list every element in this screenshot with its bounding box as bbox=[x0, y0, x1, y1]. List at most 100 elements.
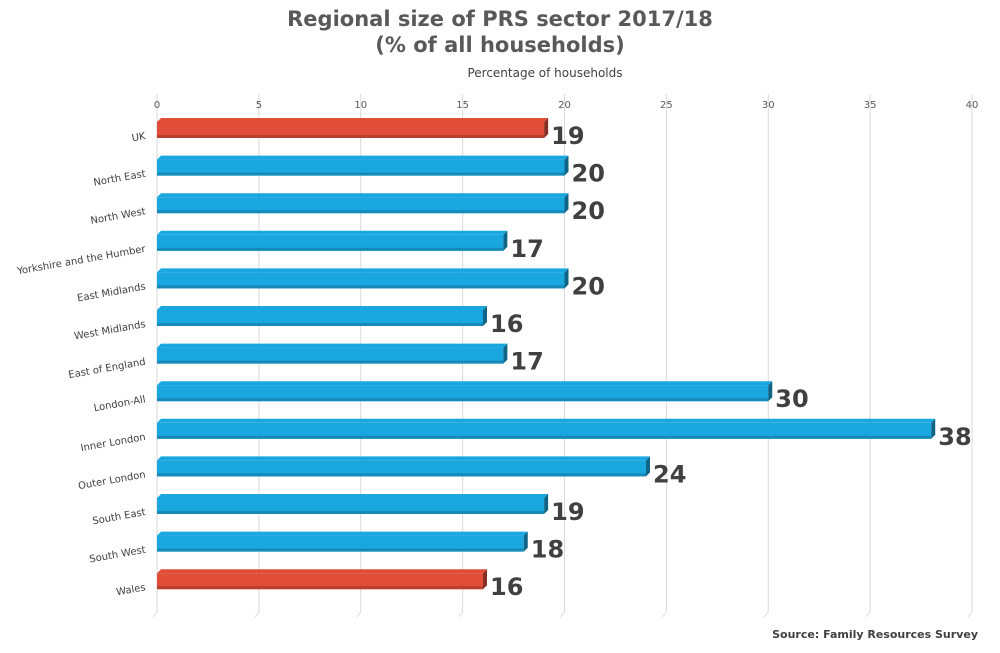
category-label: Outer London bbox=[77, 470, 146, 493]
bar-side bbox=[523, 531, 528, 552]
bar-top bbox=[157, 268, 569, 273]
bar-side bbox=[931, 418, 936, 439]
data-label: 30 bbox=[775, 385, 808, 413]
category-label: North East bbox=[93, 169, 147, 189]
category-label: Wales bbox=[116, 582, 147, 598]
bar bbox=[157, 347, 504, 364]
tick-label: 25 bbox=[660, 100, 673, 111]
chart-title-line2: (% of all households) bbox=[375, 33, 625, 57]
bar-top bbox=[157, 494, 549, 498]
bar-shadow bbox=[157, 586, 483, 590]
chart-title: Regional size of PRS sector 2017/18 (% o… bbox=[0, 6, 1000, 58]
tick-label: 30 bbox=[762, 100, 775, 111]
gridline-foot bbox=[661, 611, 667, 618]
category-label: West Midlands bbox=[73, 319, 146, 342]
category-label: South West bbox=[89, 545, 147, 566]
tick-label: 15 bbox=[456, 100, 469, 111]
data-label: 20 bbox=[572, 160, 605, 188]
bar-shadow bbox=[157, 360, 504, 364]
bar-shadow bbox=[157, 172, 565, 176]
bar-side bbox=[646, 456, 650, 477]
gridline-foot bbox=[458, 611, 464, 618]
bar-shadow bbox=[157, 135, 545, 138]
tick-label: 20 bbox=[558, 100, 571, 111]
bar bbox=[157, 234, 504, 251]
bar-side bbox=[564, 155, 569, 176]
bar-top bbox=[157, 456, 650, 461]
bar-shadow bbox=[157, 435, 932, 439]
gridline-foot bbox=[152, 611, 158, 618]
gridline-foot bbox=[763, 611, 769, 618]
tick-label: 10 bbox=[354, 100, 367, 111]
bar-side bbox=[544, 494, 549, 514]
bar-side bbox=[503, 343, 508, 364]
gridline-foot bbox=[560, 611, 565, 618]
source-note: Source: Family Resources Survey bbox=[772, 628, 978, 641]
data-label: 38 bbox=[938, 423, 971, 451]
bar-shadow bbox=[157, 473, 646, 477]
bar bbox=[157, 385, 769, 402]
bar bbox=[157, 535, 524, 552]
data-label: 17 bbox=[510, 348, 543, 376]
bar bbox=[157, 197, 565, 214]
bar-top bbox=[157, 230, 508, 235]
category-label: Yorkshire and the Humber bbox=[15, 244, 147, 278]
tick-label: 5 bbox=[256, 100, 262, 111]
bar-top bbox=[157, 118, 549, 122]
bar bbox=[157, 498, 545, 514]
gridline-foot bbox=[356, 611, 362, 618]
bar-shadow bbox=[157, 398, 769, 402]
bar-shadow bbox=[157, 511, 545, 514]
data-label: 17 bbox=[510, 235, 543, 263]
bar-top bbox=[157, 381, 773, 386]
bar-side bbox=[483, 306, 487, 326]
bar-shadow bbox=[157, 247, 504, 251]
data-label: 24 bbox=[653, 460, 686, 488]
bar-shadow bbox=[157, 323, 483, 326]
gridline-foot bbox=[254, 611, 260, 618]
bar-top bbox=[157, 306, 487, 310]
bar bbox=[157, 422, 932, 439]
bar bbox=[157, 310, 483, 326]
chart-title-line1: Regional size of PRS sector 2017/18 bbox=[287, 7, 713, 31]
bar-side bbox=[564, 193, 569, 214]
data-label: 16 bbox=[490, 310, 523, 338]
tick-label: 0 bbox=[154, 100, 160, 111]
bar bbox=[157, 159, 565, 176]
bar bbox=[157, 460, 646, 477]
bar-top bbox=[157, 343, 508, 348]
bar-shadow bbox=[157, 285, 565, 289]
bar bbox=[157, 573, 483, 590]
data-label: 19 bbox=[551, 122, 584, 150]
bar-top bbox=[157, 531, 528, 536]
category-label: South East bbox=[92, 507, 147, 527]
bar-side bbox=[503, 230, 508, 251]
gridline-foot bbox=[967, 611, 973, 618]
category-label: Inner London bbox=[80, 432, 147, 454]
bar-shadow bbox=[157, 210, 565, 214]
data-label: 20 bbox=[572, 272, 605, 300]
category-label: UK bbox=[131, 131, 147, 144]
data-label: 20 bbox=[572, 197, 605, 225]
bar-side bbox=[483, 569, 487, 590]
bar-shadow bbox=[157, 548, 524, 552]
data-label: 19 bbox=[551, 498, 584, 526]
tick-label: 40 bbox=[966, 100, 979, 111]
bar-top bbox=[157, 193, 569, 198]
bar-top bbox=[157, 155, 569, 160]
bar-side bbox=[564, 268, 569, 289]
bar bbox=[157, 122, 545, 138]
bar-top bbox=[157, 418, 936, 423]
bar bbox=[157, 272, 565, 289]
x-axis-label: Percentage of households bbox=[467, 66, 623, 80]
tick-label: 35 bbox=[864, 100, 877, 111]
gridline-foot bbox=[865, 611, 871, 618]
category-label: North West bbox=[90, 206, 147, 227]
bar-top bbox=[157, 569, 487, 574]
category-label: London-All bbox=[93, 394, 147, 414]
data-label: 18 bbox=[531, 536, 564, 564]
category-label: East Midlands bbox=[76, 282, 146, 305]
data-label: 16 bbox=[490, 573, 523, 601]
bar-side bbox=[768, 381, 773, 402]
